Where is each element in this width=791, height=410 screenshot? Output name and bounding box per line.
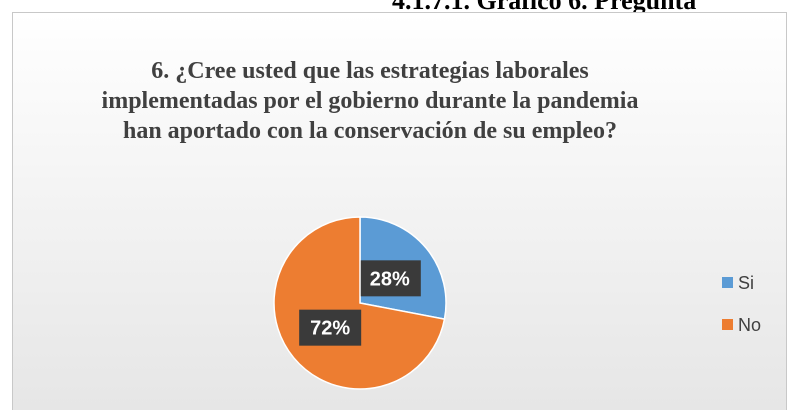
chart-title: han aportado con la conservación de su e… <box>123 118 617 144</box>
data-label-box <box>358 260 421 297</box>
legend-swatch <box>722 277 733 288</box>
chart-title: implementadas por el gobierno durante la… <box>102 88 639 114</box>
legend-label: No <box>738 315 761 335</box>
legend-label: Si <box>738 273 754 293</box>
data-label: 28% <box>370 268 410 290</box>
data-label-box <box>299 309 362 346</box>
legend-swatch <box>722 319 733 330</box>
pie-slice <box>273 216 446 390</box>
chart-title: 6. ¿Cree usted que las estrategias labor… <box>151 58 589 84</box>
heading: 4.1.7.1. Gráfico 6. Pregunta <box>392 0 697 15</box>
data-label: 72% <box>310 318 350 340</box>
